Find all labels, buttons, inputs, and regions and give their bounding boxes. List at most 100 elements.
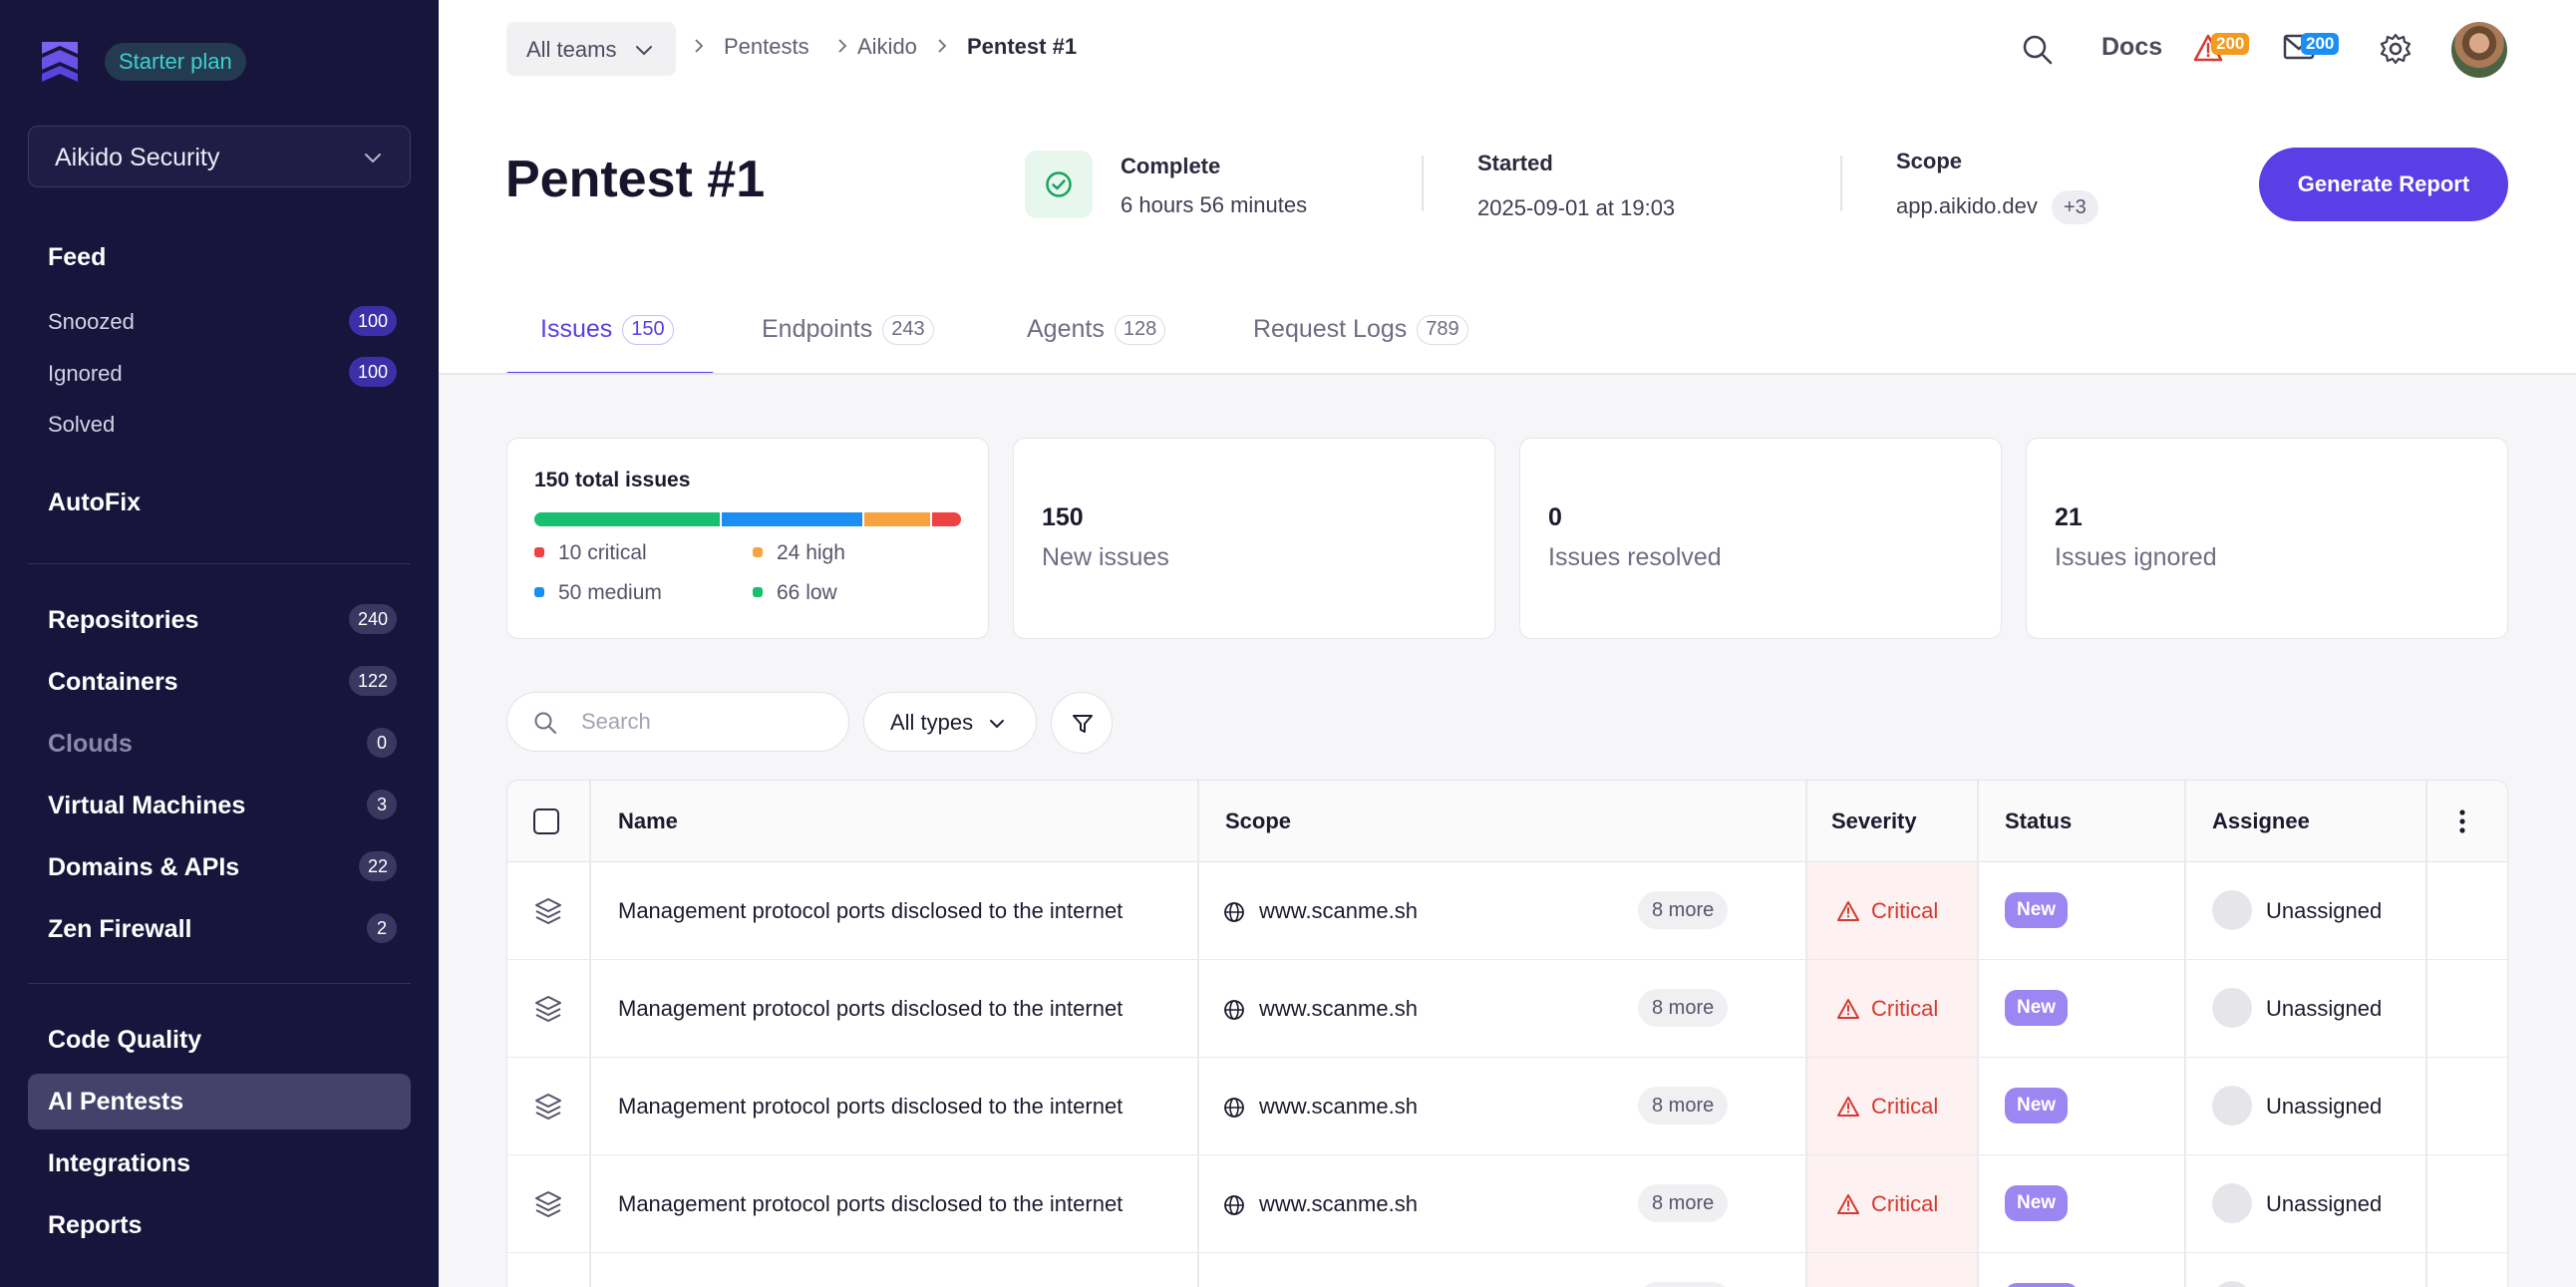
severity-label: Critical xyxy=(1871,1094,1939,1119)
filter-button[interactable] xyxy=(1051,692,1113,754)
user-avatar[interactable] xyxy=(2451,22,2507,78)
sidebar-item-repositories[interactable]: Repositories xyxy=(48,606,199,634)
assignee-name[interactable]: Unassigned xyxy=(2266,996,2383,1021)
assignee-avatar[interactable] xyxy=(2212,988,2252,1028)
sidebar-item-zen-firewall[interactable]: Zen Firewall xyxy=(48,915,192,943)
status-badge[interactable]: New xyxy=(2005,892,2069,928)
status-badge[interactable]: New xyxy=(2005,990,2069,1026)
legend-dot xyxy=(753,547,763,557)
issues-ignored-label: Issues ignored xyxy=(2055,543,2217,571)
tab-endpoints[interactable]: Endpoints 243 xyxy=(762,315,934,345)
more-vertical-icon[interactable] xyxy=(2457,808,2467,834)
status-badge[interactable]: New xyxy=(2005,1088,2069,1124)
table-row[interactable]: Management protocol ports disclosed to t… xyxy=(507,960,2507,1058)
sidebar-item-ignored[interactable]: Ignored xyxy=(48,361,123,386)
check-circle-icon xyxy=(1046,171,1072,197)
tab-request-logs-count: 789 xyxy=(1417,315,1468,345)
repositories-count-badge: 240 xyxy=(348,604,397,634)
breadcrumb-aikido[interactable]: Aikido xyxy=(857,34,917,59)
alert-triangle-icon xyxy=(1837,1194,1859,1214)
table-row[interactable] xyxy=(507,1253,2507,1287)
assignee-avatar[interactable] xyxy=(2212,1183,2252,1223)
table-row[interactable]: Management protocol ports disclosed to t… xyxy=(507,1155,2507,1253)
snoozed-count-badge: 100 xyxy=(348,306,397,336)
duration-value: 6 hours 56 minutes xyxy=(1121,192,1308,217)
plan-badge[interactable]: Starter plan xyxy=(105,43,246,81)
status-badge[interactable]: New xyxy=(2005,1185,2069,1221)
column-divider xyxy=(1197,781,1199,1287)
column-header-severity[interactable]: Severity xyxy=(1831,808,1917,833)
scope-more-pill[interactable] xyxy=(1638,1282,1732,1287)
sidebar-item-ai-pentests[interactable]: AI Pentests xyxy=(48,1088,184,1116)
team-select[interactable]: All teams xyxy=(506,22,676,76)
assignee-avatar[interactable] xyxy=(2212,890,2252,930)
assignee-name[interactable]: Unassigned xyxy=(2266,898,2383,923)
tab-agents-count: 128 xyxy=(1114,315,1166,345)
sidebar-item-autofix[interactable]: AutoFix xyxy=(48,488,142,516)
column-header-assignee[interactable]: Assignee xyxy=(2212,808,2310,833)
gear-icon[interactable] xyxy=(2379,32,2413,66)
layers-icon xyxy=(535,996,561,1022)
scope-more-pill[interactable]: 8 more xyxy=(1638,1184,1729,1222)
assignee-avatar[interactable] xyxy=(2212,1086,2252,1126)
sidebar-item-reports[interactable]: Reports xyxy=(48,1211,143,1239)
types-filter-select[interactable]: All types xyxy=(863,692,1037,752)
scope-more-pill[interactable]: 8 more xyxy=(1638,891,1729,929)
sidebar-item-integrations[interactable]: Integrations xyxy=(48,1149,191,1177)
org-select[interactable]: Aikido Security xyxy=(28,126,411,187)
issue-scope: www.scanme.sh xyxy=(1259,996,1418,1021)
layers-icon xyxy=(535,1094,561,1120)
sidebar-item-domains-apis[interactable]: Domains & APIs xyxy=(48,853,240,881)
issues-resolved-label: Issues resolved xyxy=(1548,543,1722,571)
page-title: Pentest #1 xyxy=(505,151,766,208)
column-divider xyxy=(2184,781,2186,1287)
assignee-name[interactable]: Unassigned xyxy=(2266,1094,2383,1119)
issues-resolved-value: 0 xyxy=(1548,503,1562,531)
tab-issues-count: 150 xyxy=(622,315,674,345)
scope-more-pill[interactable]: 8 more xyxy=(1638,1087,1729,1125)
breadcrumb-pentests[interactable]: Pentests xyxy=(724,34,809,59)
chevron-down-icon xyxy=(636,46,652,56)
types-filter-label: All types xyxy=(890,710,974,735)
column-header-name[interactable]: Name xyxy=(618,808,678,833)
search-box[interactable] xyxy=(506,692,849,752)
sidebar-item-solved[interactable]: Solved xyxy=(48,412,116,437)
docs-link[interactable]: Docs xyxy=(2101,33,2163,61)
severity-bar-low xyxy=(534,512,723,526)
tab-agents[interactable]: Agents 128 xyxy=(1027,315,1166,345)
alert-triangle-icon xyxy=(1837,1097,1859,1117)
legend-dot xyxy=(534,587,544,597)
issue-scope: www.scanme.sh xyxy=(1259,898,1418,923)
team-select-label: All teams xyxy=(526,37,617,62)
legend-high: 24 high xyxy=(753,541,845,565)
sidebar-item-snoozed[interactable]: Snoozed xyxy=(48,309,135,334)
table-row[interactable]: Management protocol ports disclosed to t… xyxy=(507,1058,2507,1155)
issue-name: Management protocol ports disclosed to t… xyxy=(618,1094,1124,1119)
tab-issues[interactable]: Issues 150 xyxy=(540,315,674,345)
tab-request-logs[interactable]: Request Logs 789 xyxy=(1253,315,1468,345)
legend-critical-label: 10 critical xyxy=(558,541,647,564)
sidebar-item-virtual-machines[interactable]: Virtual Machines xyxy=(48,792,246,819)
generate-report-button[interactable]: Generate Report xyxy=(2259,148,2508,221)
scope-more-pill[interactable]: +3 xyxy=(2052,190,2098,224)
column-header-scope[interactable]: Scope xyxy=(1225,808,1292,833)
domains-count-badge: 22 xyxy=(358,851,397,881)
search-icon[interactable] xyxy=(2022,34,2054,66)
scope-more-pill[interactable]: 8 more xyxy=(1638,989,1729,1027)
sidebar-item-code-quality[interactable]: Code Quality xyxy=(48,1026,202,1054)
sidebar-item-feed[interactable]: Feed xyxy=(48,243,107,271)
legend-low: 66 low xyxy=(753,581,837,605)
column-divider xyxy=(2425,781,2427,1287)
assignee-avatar[interactable] xyxy=(2212,1281,2252,1287)
assignee-name[interactable]: Unassigned xyxy=(2266,1191,2383,1216)
table-row[interactable]: Management protocol ports disclosed to t… xyxy=(507,862,2507,960)
sidebar: Starter plan Aikido Security Feed Snooze… xyxy=(0,0,439,1287)
column-header-status[interactable]: Status xyxy=(2005,808,2073,833)
legend-low-label: 66 low xyxy=(777,581,837,604)
aikido-logo-icon[interactable] xyxy=(40,40,80,84)
select-all-checkbox[interactable] xyxy=(533,808,559,834)
search-input[interactable] xyxy=(581,707,820,737)
sidebar-item-clouds[interactable]: Clouds xyxy=(48,730,133,758)
sidebar-item-containers[interactable]: Containers xyxy=(48,668,178,696)
status-badge[interactable] xyxy=(2005,1283,2079,1287)
